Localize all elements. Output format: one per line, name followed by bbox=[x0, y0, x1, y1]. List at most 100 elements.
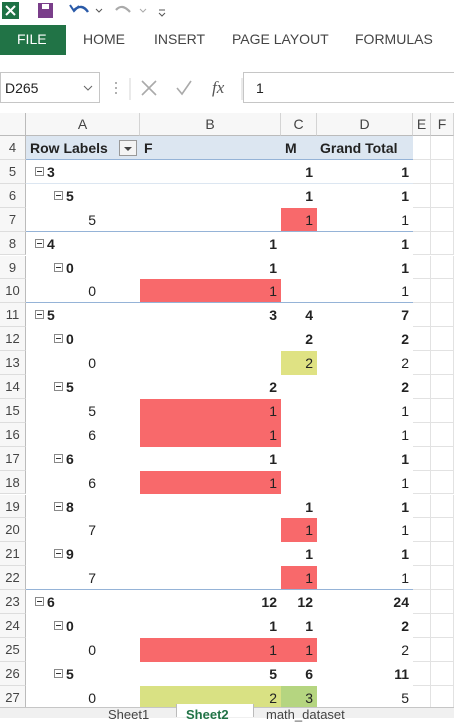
gridline-cell[interactable] bbox=[413, 327, 431, 352]
gridline-cell[interactable] bbox=[413, 303, 431, 328]
row-number[interactable]: 11 bbox=[0, 303, 26, 328]
collapse-button[interactable] bbox=[35, 166, 44, 176]
row-number[interactable]: 22 bbox=[0, 566, 26, 591]
gridline-cell[interactable] bbox=[431, 231, 454, 256]
corner-cell[interactable] bbox=[0, 113, 26, 136]
gridline-cell[interactable] bbox=[431, 398, 454, 423]
row-number[interactable]: 12 bbox=[0, 327, 26, 352]
gridline-cell[interactable] bbox=[413, 422, 431, 447]
gridline-cell[interactable] bbox=[431, 566, 454, 591]
gridline-cell[interactable] bbox=[431, 685, 454, 707]
gridline-cell[interactable] bbox=[431, 303, 454, 328]
gridline-cell[interactable] bbox=[431, 327, 454, 352]
name-box[interactable] bbox=[0, 72, 100, 103]
gridline-cell[interactable] bbox=[413, 398, 431, 423]
gridline-cell[interactable] bbox=[431, 542, 454, 567]
gridline-cell[interactable] bbox=[413, 685, 431, 707]
gridline-cell[interactable] bbox=[413, 470, 431, 495]
formula-input[interactable] bbox=[243, 72, 454, 103]
collapse-button[interactable] bbox=[35, 597, 44, 607]
column-header[interactable]: C bbox=[281, 113, 317, 136]
gridline-cell[interactable] bbox=[431, 446, 454, 471]
gridline-cell[interactable] bbox=[413, 542, 431, 567]
gridline-cell[interactable] bbox=[413, 231, 431, 256]
gridline-cell[interactable] bbox=[431, 422, 454, 447]
collapse-button[interactable] bbox=[54, 621, 63, 630]
redo-dropdown[interactable] bbox=[139, 8, 147, 13]
ribbon-tab[interactable]: FORMULAS bbox=[355, 31, 433, 47]
filter-arrow[interactable] bbox=[124, 147, 132, 151]
row-number[interactable]: 23 bbox=[0, 590, 26, 614]
gridline-cell[interactable] bbox=[413, 351, 431, 375]
gridline-cell[interactable] bbox=[431, 136, 454, 160]
gridline-cell[interactable] bbox=[413, 518, 431, 543]
row-number[interactable]: 10 bbox=[0, 279, 26, 304]
enter-button[interactable] bbox=[176, 80, 192, 96]
gridline-cell[interactable] bbox=[431, 518, 454, 543]
undo-dropdown[interactable] bbox=[95, 8, 103, 13]
collapse-button[interactable] bbox=[54, 262, 63, 272]
column-header[interactable]: B bbox=[140, 113, 281, 136]
gridline-cell[interactable] bbox=[431, 637, 454, 662]
customize-toolbar[interactable] bbox=[158, 9, 166, 17]
collapse-button[interactable] bbox=[54, 382, 63, 391]
row-number[interactable]: 21 bbox=[0, 542, 26, 567]
name-box-dropdown[interactable] bbox=[83, 85, 93, 91]
cancel-button[interactable] bbox=[141, 80, 157, 96]
collapse-button[interactable] bbox=[35, 238, 44, 248]
gridline-cell[interactable] bbox=[413, 136, 431, 160]
gridline-cell[interactable] bbox=[413, 661, 431, 686]
gridline-cell[interactable] bbox=[431, 207, 454, 232]
row-number[interactable]: 8 bbox=[0, 231, 26, 256]
collapse-button[interactable] bbox=[54, 334, 63, 344]
name-box-text[interactable]: D265 bbox=[5, 80, 39, 96]
collapse-button[interactable] bbox=[54, 668, 63, 678]
row-number[interactable]: 6 bbox=[0, 183, 26, 208]
row-number[interactable]: 4 bbox=[0, 136, 26, 160]
gridline-cell[interactable] bbox=[431, 470, 454, 495]
save-icon[interactable] bbox=[38, 3, 53, 18]
gridline-cell[interactable] bbox=[431, 279, 454, 304]
row-number[interactable]: 16 bbox=[0, 422, 26, 447]
row-number[interactable]: 18 bbox=[0, 470, 26, 495]
gridline-cell[interactable] bbox=[413, 590, 431, 614]
collapse-button[interactable] bbox=[54, 549, 63, 559]
column-header[interactable]: E bbox=[413, 113, 431, 136]
row-number[interactable]: 13 bbox=[0, 351, 26, 375]
ribbon-tab[interactable]: PAGE LAYOUT bbox=[232, 31, 329, 47]
row-number[interactable]: 7 bbox=[0, 207, 26, 232]
row-number[interactable]: 24 bbox=[0, 614, 26, 638]
row-number[interactable]: 15 bbox=[0, 398, 26, 423]
gridline-cell[interactable] bbox=[413, 279, 431, 304]
gridline-cell[interactable] bbox=[413, 637, 431, 662]
gridline-cell[interactable] bbox=[431, 661, 454, 686]
ribbon-tab[interactable]: HOME bbox=[83, 31, 125, 47]
column-header[interactable]: F bbox=[431, 113, 454, 136]
gridline-cell[interactable] bbox=[431, 614, 454, 638]
ribbon-tab[interactable]: INSERT bbox=[154, 31, 206, 47]
ribbon-tab[interactable]: FILE bbox=[17, 31, 47, 47]
file-tab-bg[interactable] bbox=[0, 25, 66, 55]
gridline-cell[interactable] bbox=[413, 255, 431, 280]
active-sheet-tab-bg[interactable] bbox=[176, 704, 254, 717]
row-number[interactable]: 26 bbox=[0, 661, 26, 686]
collapse-button[interactable] bbox=[54, 453, 63, 463]
sheet-tab[interactable]: Sheet2 bbox=[186, 707, 229, 722]
row-number[interactable]: 20 bbox=[0, 518, 26, 543]
gridline-cell[interactable] bbox=[431, 375, 454, 399]
redo-icon[interactable] bbox=[115, 5, 131, 13]
gridline-cell[interactable] bbox=[413, 183, 431, 208]
row-number[interactable]: 17 bbox=[0, 446, 26, 471]
row-number[interactable]: 5 bbox=[0, 159, 26, 184]
gridline-cell[interactable] bbox=[431, 255, 454, 280]
gridline-cell[interactable] bbox=[413, 207, 431, 232]
row-number[interactable]: 25 bbox=[0, 637, 26, 662]
gridline-cell[interactable] bbox=[413, 446, 431, 471]
collapse-button[interactable] bbox=[35, 310, 44, 320]
gridline-cell[interactable] bbox=[431, 183, 454, 208]
row-number[interactable]: 19 bbox=[0, 494, 26, 519]
gridline-cell[interactable] bbox=[431, 494, 454, 519]
gridline-cell[interactable] bbox=[413, 159, 431, 184]
gridline-cell[interactable] bbox=[431, 159, 454, 184]
row-number[interactable]: 14 bbox=[0, 375, 26, 399]
